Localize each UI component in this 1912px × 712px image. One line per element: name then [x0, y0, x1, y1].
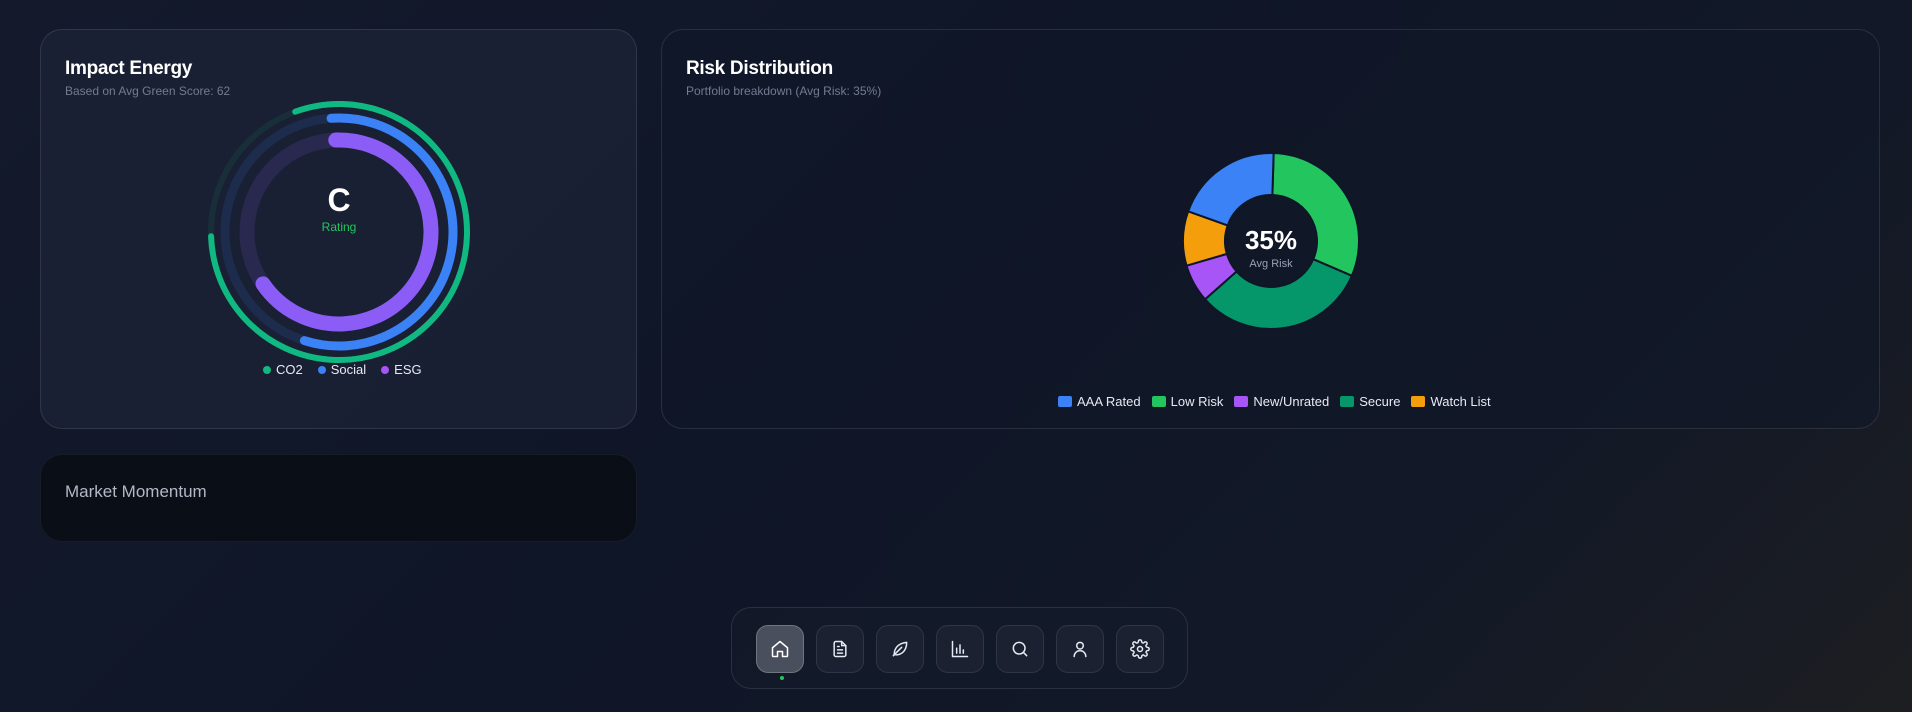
active-indicator-dot [780, 676, 784, 680]
impact-energy-subtitle: Based on Avg Green Score: 62 [65, 84, 231, 98]
avg-risk-value: 35% [1244, 225, 1298, 255]
legend-label-esg: ESG [394, 362, 422, 377]
impact-energy-card: Impact Energy Based on Avg Green Score: … [40, 29, 637, 429]
legend-swatch-social [317, 365, 326, 374]
impact-center: C Rating [299, 182, 379, 234]
risk-center: 35% Avg Risk [1221, 225, 1321, 270]
nav-settings-button[interactable] [1116, 625, 1164, 673]
risk-distribution-title: Risk Distribution [686, 58, 833, 79]
nav-home-button[interactable] [756, 625, 804, 673]
impact-energy-title: Impact Energy [65, 58, 193, 79]
legend-item-aaa-rated[interactable]: AAA Rated [1058, 394, 1141, 409]
legend-swatch-low-risk [1151, 396, 1166, 407]
home-icon [771, 640, 789, 658]
nav-analytics-button[interactable] [936, 625, 984, 673]
legend-item-esg[interactable]: ESG [381, 362, 422, 377]
legend-item-social[interactable]: Social [317, 362, 367, 377]
nav-sustainability-button[interactable] [876, 625, 924, 673]
ring-esg[interactable] [239, 132, 439, 332]
impact-legend: CO2 Social ESG [263, 362, 422, 377]
legend-label-secure: Secure [1359, 394, 1401, 409]
legend-item-co2[interactable]: CO2 [263, 362, 303, 377]
market-momentum-card[interactable]: Market Momentum [40, 454, 637, 542]
search-icon [1012, 641, 1028, 657]
legend-label-aaa-rated: AAA Rated [1077, 394, 1141, 409]
legend-swatch-new-unrated [1234, 396, 1249, 407]
legend-item-new-unrated[interactable]: New/Unrated [1234, 394, 1329, 409]
legend-swatch-aaa-rated [1058, 396, 1072, 407]
risk-distribution-card: Risk Distribution Portfolio breakdown (A… [661, 29, 1880, 429]
nav-documents-button[interactable] [816, 625, 864, 673]
legend-label-watch-list: Watch List [1430, 394, 1491, 409]
legend-label-new-unrated: New/Unrated [1253, 394, 1330, 409]
bar-chart-icon [951, 640, 969, 658]
slice-aaa-rated[interactable] [1186, 152, 1275, 227]
legend-swatch-esg [381, 365, 390, 374]
rating-value: C [327, 182, 351, 218]
legend-item-watch-list[interactable]: Watch List [1411, 394, 1491, 409]
legend-item-secure[interactable]: Secure [1340, 394, 1400, 409]
legend-swatch-secure [1340, 396, 1355, 407]
leaf-icon [892, 641, 908, 657]
impact-radial-chart [189, 82, 489, 382]
slice-low-risk[interactable] [1271, 152, 1360, 278]
legend-item-low-risk[interactable]: Low Risk [1151, 394, 1224, 409]
risk-legend: AAA Rated Low Risk New/Unrated Secure Wa… [1058, 394, 1491, 409]
nav-search-button[interactable] [996, 625, 1044, 673]
risk-distribution-subtitle: Portfolio breakdown (Avg Risk: 35%) [686, 84, 882, 98]
ring-social[interactable] [217, 110, 460, 353]
legend-label-low-risk: Low Risk [1170, 394, 1224, 409]
avg-risk-label: Avg Risk [1249, 258, 1293, 270]
settings-icon [1130, 639, 1150, 659]
market-momentum-title: Market Momentum [65, 482, 207, 501]
rating-label: Rating [321, 220, 357, 234]
legend-label-social: Social [330, 362, 367, 377]
legend-swatch-watch-list [1411, 396, 1426, 407]
document-icon [833, 640, 847, 658]
slice-secure[interactable] [1203, 257, 1354, 330]
ring-co2[interactable] [189, 82, 489, 382]
legend-swatch-co2 [263, 365, 271, 374]
bottom-dock-nav [731, 607, 1188, 689]
nav-profile-button[interactable] [1056, 625, 1104, 673]
user-icon [1073, 641, 1087, 658]
risk-donut-chart [1182, 152, 1360, 330]
legend-label-co2: CO2 [276, 362, 303, 377]
